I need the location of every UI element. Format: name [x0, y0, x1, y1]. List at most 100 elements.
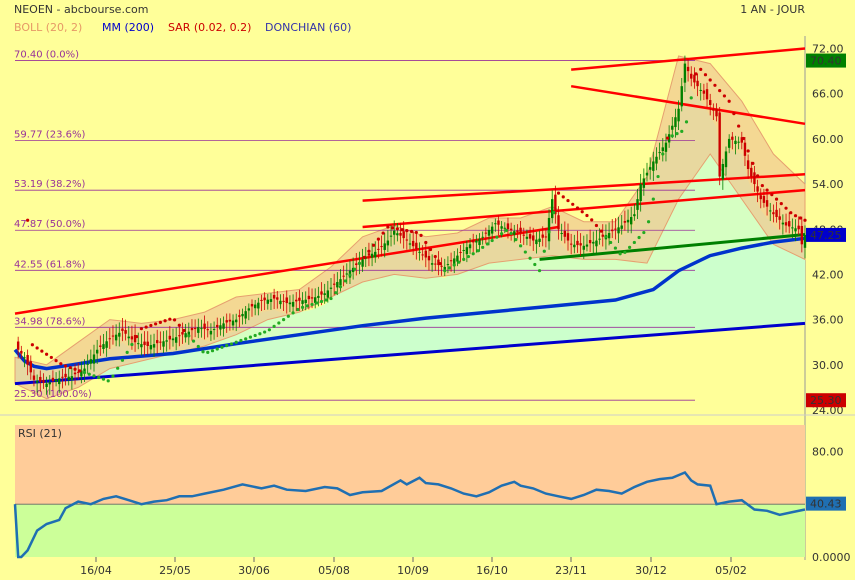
candle-body	[77, 371, 80, 373]
candle-body	[276, 297, 279, 300]
sar-point	[476, 249, 480, 253]
sar-point	[566, 198, 570, 203]
sar-point	[272, 324, 276, 329]
sar-point	[324, 298, 328, 302]
sar-point	[651, 197, 655, 201]
sar-point	[585, 213, 589, 218]
candle-body	[342, 275, 345, 277]
candle-body	[794, 228, 797, 232]
candle-body	[374, 251, 377, 258]
sar-point	[471, 252, 475, 256]
candle-body	[39, 376, 42, 382]
sar-point	[49, 355, 53, 360]
candle-body	[272, 294, 276, 299]
candle-body	[636, 199, 639, 210]
sar-point	[409, 229, 414, 234]
sar-point	[500, 232, 504, 236]
candle-body	[437, 259, 440, 266]
candle-body	[355, 263, 358, 266]
sar-point	[73, 367, 77, 371]
sar-point	[722, 94, 727, 98]
candle-body	[193, 328, 197, 330]
candle-body	[781, 222, 785, 225]
candle-body	[633, 214, 636, 217]
candle-body	[459, 251, 462, 253]
sar-point	[258, 332, 262, 336]
candle-body	[159, 341, 162, 343]
candle-body	[285, 297, 288, 304]
candle-body	[304, 299, 307, 304]
price-tick-label: 42.00	[812, 268, 844, 281]
price-badge-label: 70.40	[810, 55, 842, 68]
price-badge	[806, 53, 846, 68]
candle-body	[54, 379, 58, 382]
candle-body	[462, 249, 465, 251]
candle-body	[86, 363, 89, 365]
sar-point	[495, 235, 499, 239]
sar-point	[694, 72, 698, 76]
sar-point	[40, 349, 44, 353]
candle-body	[137, 343, 140, 345]
candle-body	[440, 265, 443, 267]
sar-point	[386, 225, 390, 229]
candle-body	[519, 227, 522, 234]
x-tick-label: 05/08	[318, 564, 350, 577]
candle-body	[630, 217, 633, 225]
sar-point	[78, 369, 82, 373]
sar-point	[462, 257, 466, 261]
sar-point	[561, 195, 565, 199]
sar-point	[338, 285, 343, 289]
sar-point	[675, 132, 679, 136]
sar-point	[485, 242, 490, 246]
candle-body	[29, 361, 32, 373]
sar-point	[414, 230, 418, 235]
sar-point	[381, 231, 385, 235]
candle-body	[307, 295, 311, 300]
candle-body	[756, 186, 759, 192]
sar-point	[746, 149, 750, 153]
candle-body	[582, 245, 585, 250]
sar-point	[575, 206, 580, 210]
sar-point	[144, 325, 148, 329]
sar-point	[263, 330, 267, 334]
candle-body	[89, 359, 93, 364]
trend-line-red-4	[571, 47, 806, 71]
sar-point	[670, 134, 674, 138]
price-ma-fill	[46, 74, 806, 369]
candle-body	[690, 73, 693, 79]
candle-body	[124, 330, 127, 334]
sar-point	[405, 229, 409, 233]
sar-point	[376, 237, 380, 241]
sar-point	[229, 342, 234, 346]
candle-body	[743, 142, 747, 156]
candle-body	[203, 323, 206, 330]
candle-body	[235, 319, 238, 323]
candle-body	[709, 100, 712, 105]
sar-point	[665, 136, 670, 140]
sar-point	[571, 202, 575, 206]
candle-body	[712, 109, 715, 111]
candle-body	[181, 332, 184, 335]
sar-point	[604, 235, 608, 239]
candle-body	[765, 200, 769, 207]
x-tick-label: 23/11	[555, 564, 587, 577]
sar-point	[305, 304, 309, 308]
candle-body	[595, 240, 598, 247]
candle-body	[478, 238, 481, 246]
candle-body	[408, 243, 412, 245]
sar-point	[556, 191, 561, 195]
candle-body	[541, 234, 544, 238]
bollinger-band	[14, 55, 806, 400]
candle-body	[282, 300, 285, 302]
sar-point	[514, 238, 518, 242]
legend-mm: MM (200)	[102, 21, 155, 34]
sar-point	[552, 210, 556, 215]
candle-body	[291, 301, 295, 307]
fibo-label: 70.40 (0.0%)	[14, 50, 79, 61]
candle-body	[83, 368, 86, 372]
candle-body	[279, 300, 282, 305]
rsi-oversold-zone	[15, 504, 805, 557]
sar-point	[82, 370, 87, 375]
candle-body	[513, 231, 516, 235]
sar-point	[490, 238, 494, 243]
